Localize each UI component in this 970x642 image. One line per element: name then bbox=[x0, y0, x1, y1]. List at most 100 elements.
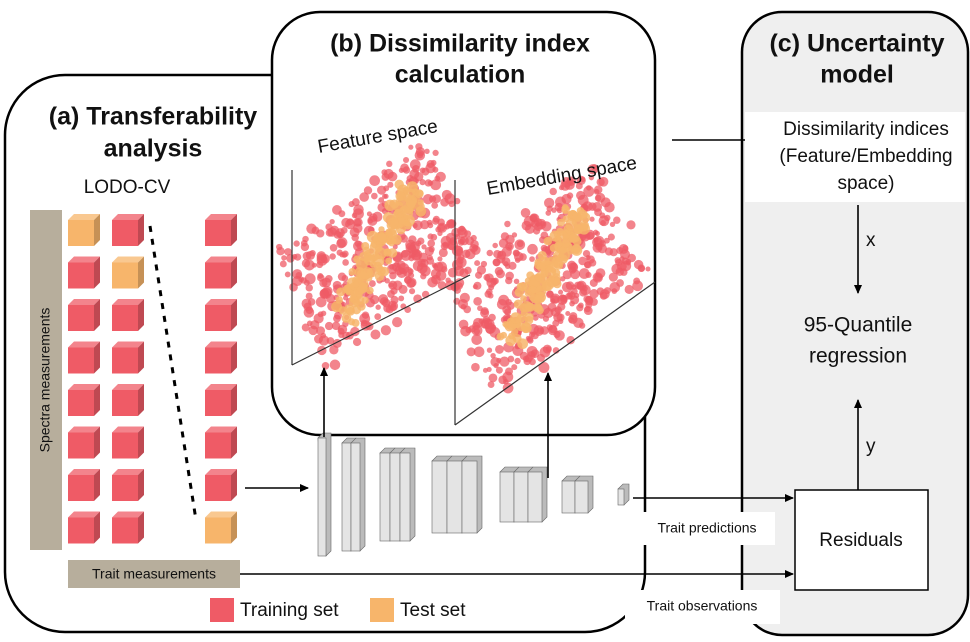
cnn-slab bbox=[350, 442, 361, 552]
point bbox=[433, 261, 444, 272]
point bbox=[317, 273, 324, 279]
point bbox=[371, 192, 378, 200]
cube-side bbox=[138, 426, 144, 459]
point bbox=[448, 219, 456, 227]
point bbox=[316, 253, 327, 264]
point bbox=[600, 219, 606, 226]
cube-top bbox=[112, 511, 144, 518]
cube-side bbox=[231, 341, 237, 374]
input-label: space) bbox=[837, 173, 894, 194]
point bbox=[496, 269, 505, 279]
cube-top bbox=[68, 214, 100, 220]
point bbox=[462, 249, 471, 259]
point bbox=[403, 156, 410, 164]
point bbox=[568, 233, 579, 244]
point bbox=[529, 256, 535, 262]
point bbox=[447, 242, 455, 250]
point bbox=[352, 281, 360, 289]
point bbox=[490, 352, 496, 359]
cube-top bbox=[112, 214, 144, 220]
point bbox=[384, 278, 390, 284]
cube-side bbox=[231, 384, 237, 416]
point bbox=[540, 326, 549, 335]
point bbox=[544, 266, 557, 278]
point bbox=[398, 284, 408, 294]
point bbox=[409, 288, 416, 295]
point bbox=[474, 260, 481, 267]
cube-top bbox=[112, 384, 144, 390]
point bbox=[558, 289, 564, 295]
point bbox=[620, 268, 628, 276]
point bbox=[575, 182, 583, 190]
point bbox=[339, 251, 345, 258]
point bbox=[424, 246, 434, 256]
point bbox=[303, 302, 312, 312]
point bbox=[383, 168, 394, 179]
point bbox=[454, 245, 464, 255]
point bbox=[284, 271, 291, 278]
point bbox=[521, 220, 532, 231]
point bbox=[437, 281, 447, 290]
cube-side bbox=[138, 299, 144, 331]
point bbox=[537, 250, 547, 260]
point bbox=[514, 357, 521, 365]
point bbox=[624, 284, 634, 295]
point bbox=[329, 253, 336, 260]
point bbox=[421, 244, 427, 250]
point bbox=[374, 271, 385, 282]
cube-side bbox=[231, 299, 237, 331]
point bbox=[365, 286, 374, 295]
spectra-bar bbox=[30, 210, 62, 550]
point bbox=[498, 375, 507, 385]
cube-top bbox=[68, 299, 100, 305]
point bbox=[353, 240, 364, 252]
point bbox=[390, 287, 398, 295]
point bbox=[582, 249, 591, 258]
point bbox=[598, 176, 609, 187]
point bbox=[527, 351, 536, 360]
cube bbox=[112, 475, 138, 501]
point bbox=[603, 237, 610, 244]
point bbox=[526, 271, 535, 280]
point bbox=[276, 246, 285, 256]
point bbox=[513, 278, 520, 285]
cube-side bbox=[138, 256, 144, 289]
panel-b-title: calculation bbox=[395, 61, 526, 89]
point bbox=[599, 212, 606, 219]
point bbox=[412, 249, 419, 255]
cube bbox=[205, 262, 231, 289]
point bbox=[341, 275, 349, 282]
point bbox=[457, 298, 469, 309]
point bbox=[431, 201, 439, 209]
point bbox=[486, 249, 494, 257]
cube-side bbox=[94, 256, 100, 289]
point bbox=[380, 325, 392, 336]
cube-top bbox=[112, 426, 144, 433]
method-label: LODO-CV bbox=[84, 177, 171, 198]
point bbox=[583, 185, 595, 197]
point bbox=[408, 144, 414, 150]
point bbox=[554, 202, 564, 212]
point bbox=[573, 224, 584, 234]
point bbox=[507, 355, 515, 363]
cube-side bbox=[94, 426, 100, 459]
point bbox=[553, 259, 564, 270]
point bbox=[549, 187, 557, 196]
cube bbox=[205, 517, 231, 544]
point bbox=[585, 301, 593, 309]
point bbox=[592, 272, 604, 283]
point bbox=[465, 236, 475, 246]
legend-swatch bbox=[210, 598, 234, 622]
point bbox=[380, 297, 389, 306]
point bbox=[487, 381, 495, 388]
point bbox=[574, 281, 582, 290]
spectra-label: Spectra measurements bbox=[37, 308, 53, 453]
point bbox=[498, 294, 510, 306]
point bbox=[579, 322, 586, 329]
cnn-slab bbox=[513, 471, 529, 523]
point bbox=[338, 332, 345, 339]
point bbox=[560, 276, 566, 282]
point bbox=[609, 221, 616, 228]
cube bbox=[68, 390, 94, 416]
point bbox=[471, 334, 483, 345]
